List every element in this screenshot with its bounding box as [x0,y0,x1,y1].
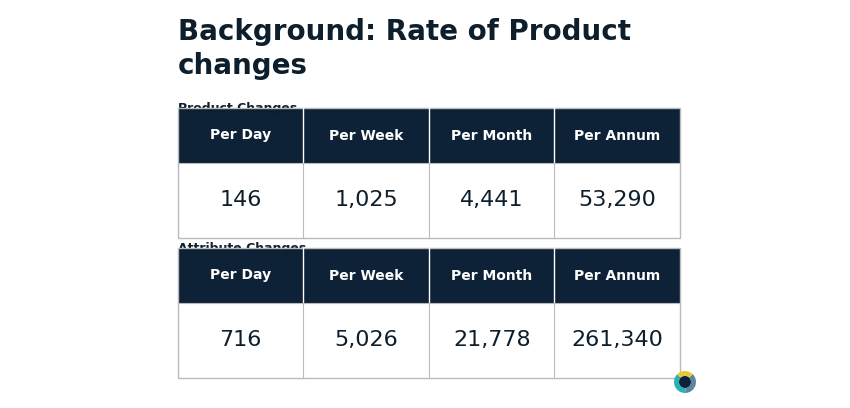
Text: 5,026: 5,026 [334,330,398,350]
Text: 1,025: 1,025 [334,191,398,211]
Wedge shape [674,374,686,393]
Text: Per Week: Per Week [329,268,404,282]
Text: Background: Rate of Product: Background: Rate of Product [178,18,631,46]
Bar [178,108,303,163]
Text: 261,340: 261,340 [571,330,663,350]
Wedge shape [677,371,693,378]
Text: Attribute Changes: Attribute Changes [178,242,306,255]
Text: Product Changes: Product Changes [178,102,298,115]
Bar [429,248,554,303]
Bar [178,108,680,238]
Wedge shape [685,374,696,393]
Bar [178,163,680,238]
Bar [303,248,429,303]
Text: 4,441: 4,441 [460,191,524,211]
Text: 21,778: 21,778 [453,330,530,350]
Bar [178,248,303,303]
Text: Per Week: Per Week [329,129,404,142]
Bar [178,248,680,378]
Text: 53,290: 53,290 [578,191,656,211]
Text: 146: 146 [219,191,262,211]
Text: changes: changes [178,52,308,80]
Bar [554,248,680,303]
Text: Per Annum: Per Annum [574,129,660,142]
Text: Per Day: Per Day [210,129,271,142]
Circle shape [679,376,691,388]
Bar [303,108,429,163]
Bar [429,108,554,163]
Text: Per Month: Per Month [451,268,532,282]
Text: Per Annum: Per Annum [574,268,660,282]
Bar [178,303,680,378]
Text: 716: 716 [219,330,262,350]
Text: Per Month: Per Month [451,129,532,142]
Text: Per Day: Per Day [210,268,271,282]
Bar [554,108,680,163]
